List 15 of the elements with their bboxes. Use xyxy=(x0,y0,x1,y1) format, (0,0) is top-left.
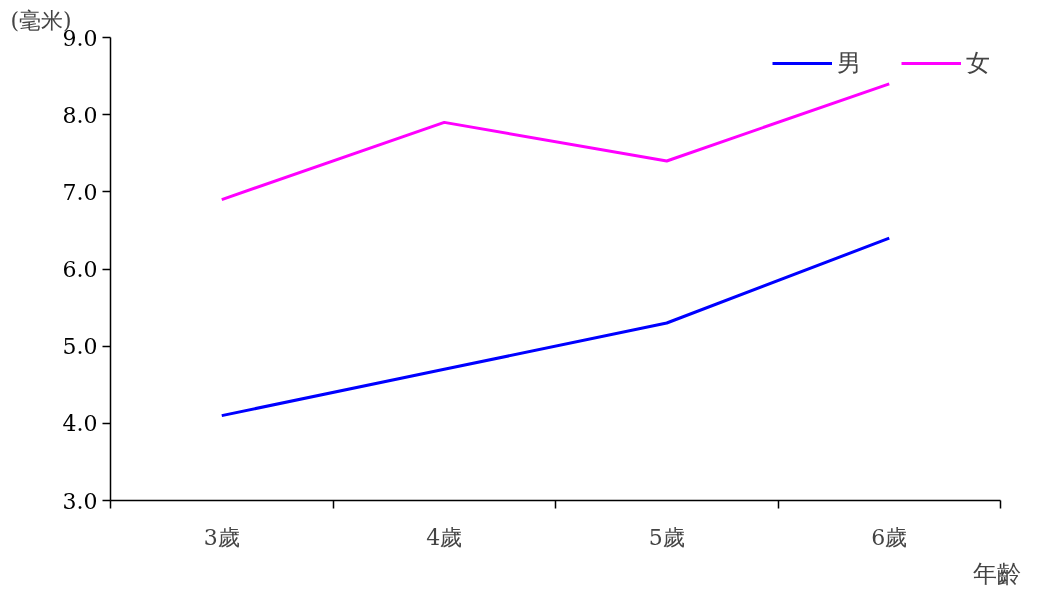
y-tick-label: 6.0 xyxy=(62,257,98,282)
x-axis-title: 年齡 xyxy=(972,559,1021,588)
y-tick-label: 3.0 xyxy=(62,488,98,514)
y-tick-label: 4.0 xyxy=(62,411,98,437)
legend-label: 女 xyxy=(966,48,990,79)
y-tick-label: 5.0 xyxy=(62,334,98,360)
y-tick-label: 7.0 xyxy=(62,179,98,205)
legend-label: 男 xyxy=(837,48,861,79)
x-tick-label: 6歲 xyxy=(871,524,908,550)
x-tick-label: 3歲 xyxy=(203,524,240,550)
x-tick-label: 5歲 xyxy=(648,524,685,550)
line-series xyxy=(220,236,891,418)
line-series xyxy=(220,82,891,202)
x-tick-label: 4歲 xyxy=(426,524,463,550)
y-tick-label: 8.0 xyxy=(62,102,98,128)
